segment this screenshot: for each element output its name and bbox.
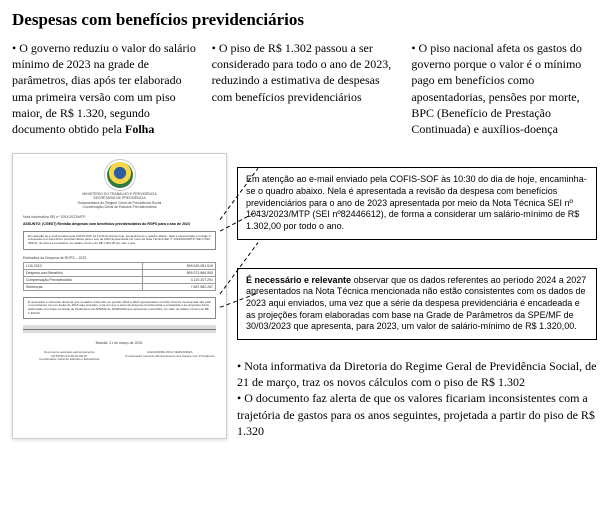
lower-notes: • Nota informativa da Diretoria do Regim… [237, 358, 597, 439]
doc-header: MINISTÉRIO DO TRABALHO E PREVIDÊNCIA SEC… [23, 162, 216, 209]
t-r1-c1: 899.373.866.553 [142, 269, 215, 276]
doc-redacted-line [23, 325, 216, 333]
bullets-row: • O governo reduziu o valor do salário m… [12, 40, 597, 137]
t-r0-c1: 899.920.081.519 [142, 262, 215, 269]
doc-subject: ASSUNTO: (CGEST) Revisão despesas com be… [23, 222, 216, 226]
page-title: Despesas com benefícios previdenciários [12, 10, 597, 30]
brazil-seal-icon [107, 162, 133, 188]
doc-table: LOA 2023899.920.081.519 Despesa com Bene… [23, 262, 216, 291]
lower-note-2: • O documento faz alerta de que os valor… [237, 390, 597, 439]
bullet-col-1: • O governo reduziu o valor do salário m… [12, 40, 198, 137]
bullet-col-2: • O piso de R$ 1.302 passou a ser consid… [212, 40, 398, 137]
right-side: Em atenção ao e-mail enviado pela COFIS-… [237, 153, 597, 439]
doc-sign-1-l3: Coordenador Geral de Estudos e Estatísti… [23, 358, 116, 362]
t-r3-c1: 7.687.582.267 [142, 283, 215, 290]
t-r3-c0: Sentenças [24, 283, 143, 290]
t-r2-c0: Compensação Previdenciária [24, 276, 143, 283]
doc-reference: Nota Informativa SEI nº 1051/2023/MTP [23, 215, 216, 219]
t-r0-c0: LOA 2023 [24, 262, 143, 269]
doc-date: Brasília, 21 de março de 2023. [23, 341, 216, 345]
doc-sign-1: Documento assinado eletronicamente ANTON… [23, 351, 116, 362]
lower-note-1: • Nota informativa da Diretoria do Regim… [237, 358, 597, 390]
doc-sign-2-l2: Coordenador Geral de Monitoramento dos G… [124, 355, 217, 359]
doc-block-2: É necessário e relevante observar que os… [23, 297, 216, 319]
t-r2-c1: 3.120.207.291 [142, 276, 215, 283]
doc-table-caption: Estimativa da Despesa de RGPS – 2023 [23, 256, 216, 260]
doc-signatures: Documento assinado eletronicamente ANTON… [23, 351, 216, 362]
bullet-1-pre: • O governo reduziu o valor do salário m… [12, 41, 196, 136]
bullet-1-bold: Folha [125, 122, 154, 136]
callout-2: É necessário e relevante observar que os… [237, 268, 597, 340]
lower-section: MINISTÉRIO DO TRABALHO E PREVIDÊNCIA SEC… [12, 153, 597, 439]
t-r1-c0: Despesa com Benefício [24, 269, 143, 276]
document-scan: MINISTÉRIO DO TRABALHO E PREVIDÊNCIA SEC… [12, 153, 227, 439]
doc-block-1: Em atenção ao e-mail enviado pela COFIS-… [23, 231, 216, 250]
callout-1: Em atenção ao e-mail enviado pela COFIS-… [237, 167, 597, 239]
doc-sign-2: ALEXANDRE ZIOLI FERNANDES Coordenador Ge… [124, 351, 217, 362]
doc-ministry-4: Coordenação-Geral de Estudos Previdenciá… [23, 205, 216, 209]
bullet-col-3: • O piso nacional afeta os gastos do gov… [411, 40, 597, 137]
callout-2-bold: É necessário e relevante [246, 275, 351, 285]
